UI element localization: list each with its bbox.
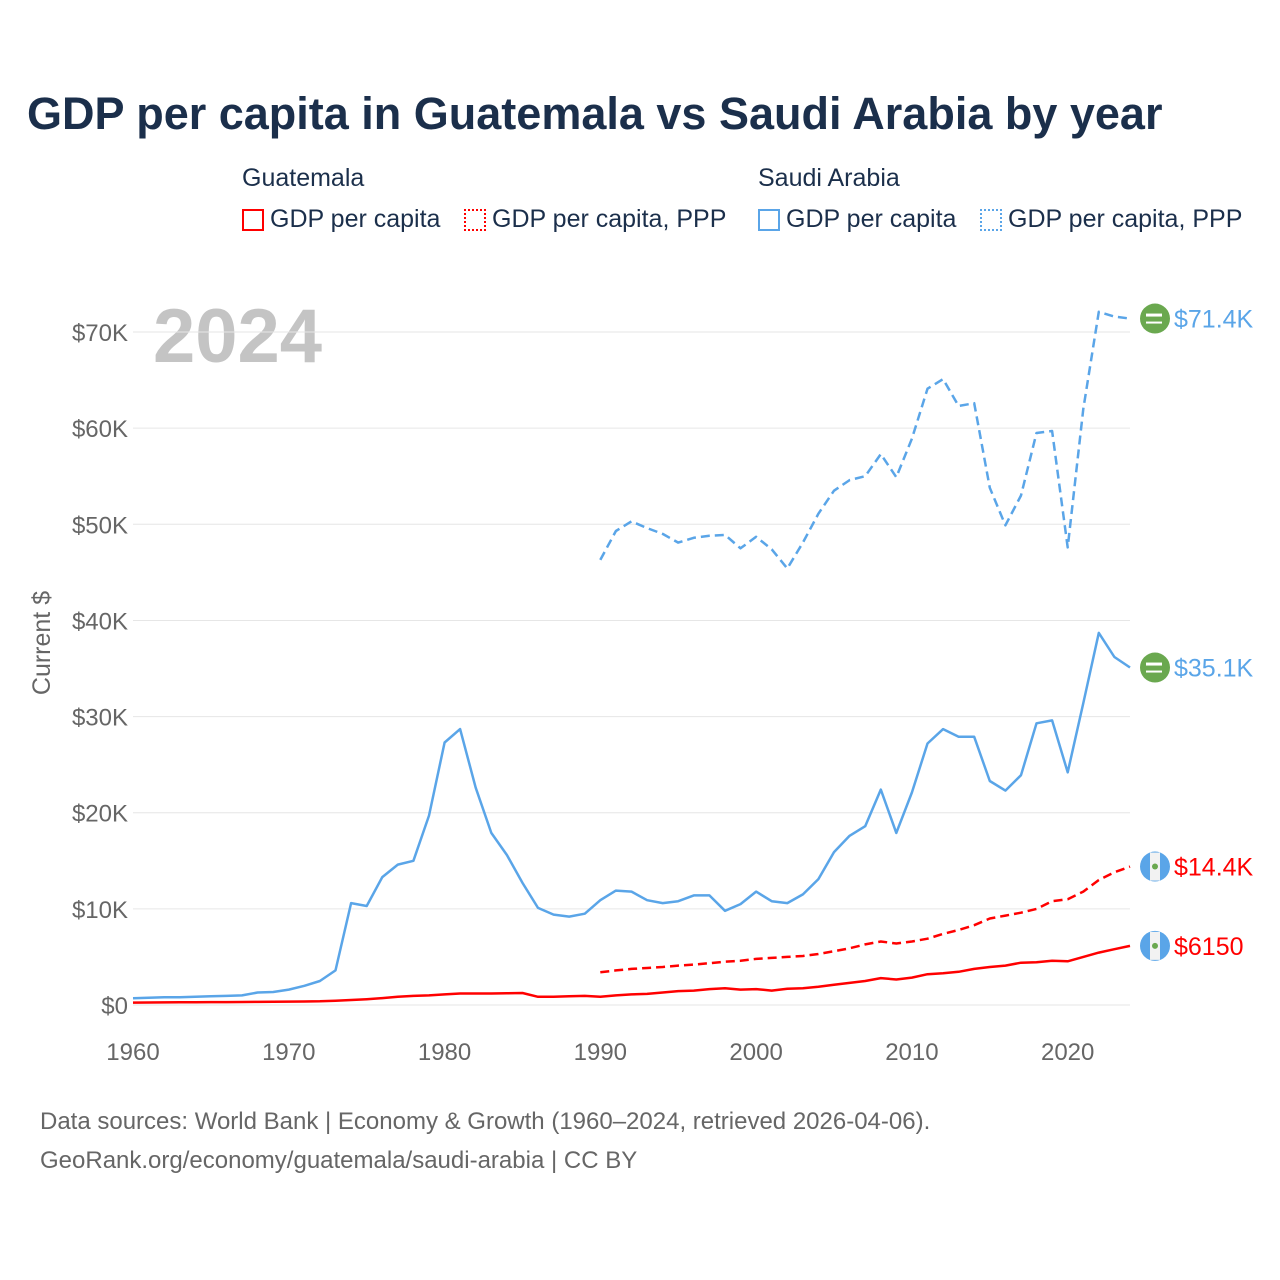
- legend-swatch-solid: [758, 208, 780, 231]
- series-line: [600, 865, 1131, 974]
- legend-group-saudi-arabia: Saudi Arabia: [758, 164, 900, 192]
- y-tick-label: $20K: [72, 801, 128, 828]
- legend-saudi-gdp-ppp[interactable]: GDP per capita, PPP: [980, 205, 1242, 234]
- legend-label: GDP per capita: [270, 205, 441, 233]
- legend-label: GDP per capita, PPP: [1008, 205, 1243, 233]
- y-tick-label: $30K: [72, 705, 128, 732]
- legend-swatch-dotted: [980, 208, 1002, 231]
- saudi-arabia-flag-icon: [1140, 652, 1170, 683]
- chart-title: GDP per capita in Guatemala vs Saudi Ara…: [27, 88, 1163, 139]
- footer-link[interactable]: GeoRank.org/economy/guatemala/saudi-arab…: [40, 1147, 638, 1174]
- guatemala-flag-icon: [1140, 930, 1170, 961]
- legend-swatch-dotted: [464, 208, 486, 231]
- legend-swatch-solid: [242, 208, 264, 231]
- guatemala-flag-icon: [1140, 851, 1170, 882]
- legend-label: GDP per capita, PPP: [492, 205, 727, 233]
- legend-group-guatemala: Guatemala: [242, 164, 365, 192]
- x-tick-label: 2010: [885, 1039, 938, 1066]
- series-line: [599, 310, 1131, 570]
- legend-guatemala-gdp[interactable]: GDP per capita: [242, 205, 440, 234]
- y-tick-label: $0: [101, 993, 128, 1020]
- y-tick-label: $10K: [72, 897, 128, 924]
- series-line: [132, 631, 1131, 1000]
- saudi-arabia-flag-icon: [1140, 303, 1170, 334]
- y-tick-label: $50K: [72, 512, 128, 539]
- series-line: [132, 944, 1131, 1004]
- y-axis-label: Current $: [28, 591, 56, 695]
- legend-saudi-gdp[interactable]: GDP per capita: [758, 205, 956, 234]
- end-value-label: $71.4K: [1174, 306, 1254, 334]
- year-watermark: 2024: [153, 294, 322, 379]
- legend-label: GDP per capita: [786, 205, 957, 233]
- x-tick-label: 1980: [418, 1039, 471, 1066]
- y-tick-label: $40K: [72, 608, 128, 635]
- x-tick-label: 1970: [262, 1039, 315, 1066]
- end-value-label: $6150: [1174, 933, 1244, 961]
- y-tick-label: $70K: [72, 320, 128, 347]
- x-tick-label: 2000: [729, 1039, 782, 1066]
- end-value-label: $35.1K: [1174, 655, 1254, 683]
- x-tick-label: 1990: [574, 1039, 627, 1066]
- x-tick-label: 1960: [106, 1039, 159, 1066]
- y-tick-label: $60K: [72, 416, 128, 443]
- footer-sources: Data sources: World Bank | Economy & Gro…: [40, 1108, 931, 1135]
- x-tick-label: 2020: [1041, 1039, 1094, 1066]
- end-value-label: $14.4K: [1174, 854, 1254, 882]
- legend-guatemala-gdp-ppp[interactable]: GDP per capita, PPP: [464, 205, 726, 234]
